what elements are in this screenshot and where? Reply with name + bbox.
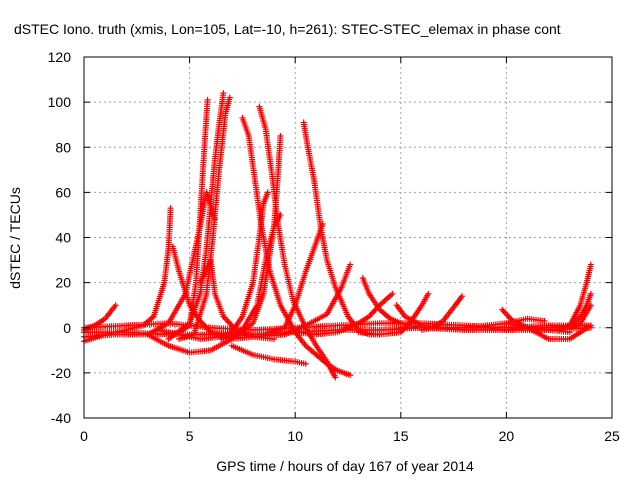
tick-layer: 0 5 10 15 20 25 -40 -20 0 20 40 60 80 100 120 <box>48 49 620 444</box>
data-point-marker <box>204 96 211 103</box>
y-tick-label: 100 <box>48 94 72 110</box>
data-point-marker <box>459 293 466 300</box>
y-tick-label: 0 <box>63 320 71 336</box>
data-layer <box>81 90 594 381</box>
data-point-marker <box>587 322 594 329</box>
data-point-marker <box>347 372 354 379</box>
data-point-marker <box>332 374 339 381</box>
x-tick-label: 25 <box>604 428 620 444</box>
y-tick-label: -20 <box>51 365 71 381</box>
x-tick-label: 15 <box>393 428 409 444</box>
x-tick-label: 20 <box>499 428 515 444</box>
data-point-marker <box>587 261 594 268</box>
data-point-marker <box>389 290 396 297</box>
data-point-marker <box>302 360 309 367</box>
y-tick-label: 40 <box>55 230 71 246</box>
y-tick-label: 20 <box>55 275 71 291</box>
x-tick-label: 10 <box>287 428 303 444</box>
x-axis-label: GPS time / hours of day 167 of year 2014 <box>216 458 474 474</box>
y-tick-label: 120 <box>48 49 72 65</box>
data-point-marker <box>112 302 119 309</box>
data-point-marker <box>226 94 233 101</box>
grid-layer <box>84 57 612 418</box>
y-axis-label: dSTEC / TECUs <box>7 187 23 289</box>
data-series <box>228 342 309 367</box>
data-point-marker <box>264 189 271 196</box>
chart-title: dSTEC Iono. truth (xmis, Lon=105, Lat=-1… <box>14 21 561 37</box>
data-point-marker <box>425 290 432 297</box>
y-tick-label: 80 <box>55 139 71 155</box>
y-tick-label: 60 <box>55 184 71 200</box>
y-tick-label: -40 <box>51 410 71 426</box>
data-point-marker <box>277 132 284 139</box>
data-point-marker <box>319 220 326 227</box>
data-series <box>239 114 354 379</box>
data-point-marker <box>587 290 594 297</box>
data-point-marker <box>271 336 278 343</box>
data-point-marker <box>587 302 594 309</box>
data-point-marker <box>167 205 174 212</box>
x-tick-label: 5 <box>186 428 194 444</box>
x-tick-label: 0 <box>80 428 88 444</box>
data-series <box>81 320 594 334</box>
data-point-marker <box>220 90 227 97</box>
data-point-marker <box>347 261 354 268</box>
